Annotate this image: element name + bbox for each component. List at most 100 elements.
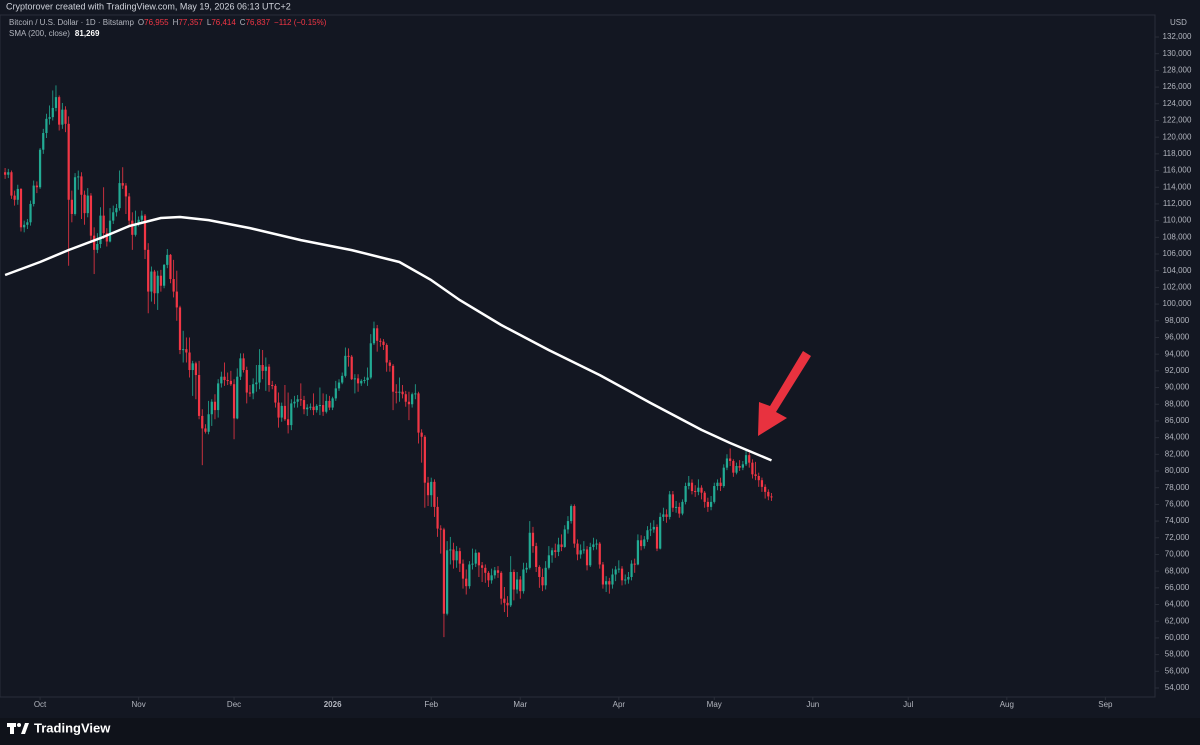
logo-part (17, 723, 21, 727)
candle-body (204, 428, 207, 432)
candle-body (108, 220, 112, 242)
x-tick-label: Jun (806, 700, 819, 709)
candle-body (760, 480, 764, 487)
candle-body (369, 343, 372, 378)
candle-body (592, 544, 595, 547)
y-tick-label: 128,000 (1163, 66, 1192, 75)
candle-body (684, 486, 687, 502)
candle-body (719, 482, 722, 487)
candle-body (105, 233, 108, 242)
x-tick-label: Oct (34, 700, 47, 709)
candle-body (582, 549, 585, 551)
y-tick-label: 64,000 (1165, 600, 1190, 609)
brand-logo: TradingView (7, 720, 111, 735)
candle-body (544, 567, 547, 586)
candle-body (356, 378, 360, 384)
x-tick-label: Jul (903, 700, 913, 709)
change-value: −112 (−0.15%) (274, 18, 327, 27)
candle-body (143, 215, 147, 250)
candle-body (153, 271, 156, 294)
candle-body (372, 328, 376, 344)
y-tick-label: 116,000 (1163, 166, 1192, 175)
low-value: 76,414 (211, 18, 236, 27)
candle-body (318, 405, 322, 407)
candle-body (80, 176, 83, 195)
candle-body (280, 405, 283, 418)
candle-body (681, 501, 684, 514)
candle-body (77, 176, 80, 178)
candle-body (700, 487, 703, 493)
candle-body (309, 406, 312, 408)
sma-legend: SMA (200, close) 81,269 (9, 29, 100, 38)
y-tick-label: 108,000 (1163, 232, 1192, 241)
candle-body (484, 567, 487, 573)
y-tick-label: 62,000 (1165, 616, 1190, 625)
low-label: L (207, 18, 212, 27)
y-tick-label: 80,000 (1165, 466, 1190, 475)
candle-body (42, 133, 45, 150)
candle-body (589, 546, 592, 566)
y-tick-label: 92,000 (1165, 366, 1190, 375)
candle-body (99, 215, 102, 245)
candle-body (595, 543, 598, 545)
y-tick-label: 112,000 (1163, 199, 1192, 208)
x-tick-label: Feb (424, 700, 438, 709)
candle-body (48, 117, 51, 119)
candle-body (579, 550, 582, 555)
candle-body (96, 244, 99, 250)
candle-body (67, 123, 70, 200)
candle-body (735, 465, 738, 473)
candle-body (347, 355, 350, 357)
x-tick-label: Dec (227, 700, 241, 709)
plot-area (0, 14, 1156, 698)
candle-body (70, 199, 73, 214)
candle-body (674, 506, 678, 508)
candle-body (23, 224, 26, 228)
y-tick-label: 68,000 (1165, 566, 1190, 575)
candle-body (624, 579, 627, 581)
candle-body (500, 572, 503, 599)
y-tick-label: 118,000 (1163, 149, 1192, 158)
candle-body (477, 552, 481, 566)
candle-body (245, 370, 248, 393)
candle-body (620, 568, 624, 581)
candle-body (188, 352, 191, 371)
candle-body (51, 107, 54, 118)
candle-body (127, 196, 131, 221)
candle-body (124, 185, 128, 197)
candle-body (414, 393, 417, 395)
candle-body (744, 455, 748, 465)
candle-body (709, 501, 713, 507)
sma-value: 81,269 (75, 29, 100, 38)
candle-body (465, 578, 468, 587)
x-tick-label: Mar (513, 700, 527, 709)
y-tick-label: 114,000 (1163, 182, 1192, 191)
candle-body (86, 195, 89, 214)
candle-body (366, 377, 369, 381)
candle-body (643, 539, 646, 547)
candle-body (267, 366, 271, 386)
candle-body (290, 403, 293, 426)
candle-body (26, 222, 29, 225)
x-tick-label: Aug (1000, 700, 1014, 709)
y-tick-label: 78,000 (1165, 483, 1190, 492)
candle-body (560, 544, 563, 547)
candle-body (757, 476, 760, 481)
candle-body (388, 362, 391, 366)
y-tick-label: 104,000 (1163, 266, 1192, 275)
candle-body (315, 405, 318, 411)
y-tick-label: 110,000 (1163, 216, 1192, 225)
candle-body (573, 506, 576, 544)
candle-body (557, 544, 560, 552)
y-tick-label: 96,000 (1165, 333, 1190, 342)
candle-body (341, 375, 344, 383)
candle-body (687, 482, 690, 487)
candle-body (468, 564, 471, 587)
y-tick-label: 106,000 (1163, 249, 1192, 258)
candle-body (252, 384, 255, 394)
candle-body (398, 391, 401, 393)
candle-body (563, 529, 566, 547)
candle-body (519, 579, 522, 592)
x-tick-label: Nov (132, 700, 146, 709)
candle-body (64, 109, 67, 124)
